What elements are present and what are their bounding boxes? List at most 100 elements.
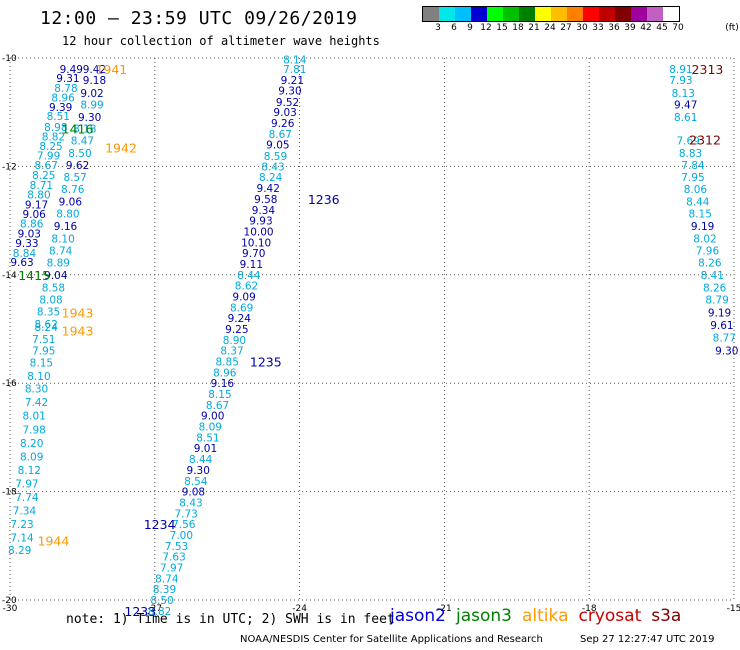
- swh-value: 8.57: [63, 172, 86, 184]
- swh-value: 9.16: [54, 221, 78, 233]
- scale-swatch: [599, 7, 615, 21]
- pass-time-label: 2313: [692, 62, 724, 77]
- scale-swatch: [519, 7, 535, 21]
- lon-tick-label: -15: [727, 604, 740, 614]
- swh-value: 8.43: [261, 161, 284, 173]
- lon-tick-label: -18: [582, 604, 597, 614]
- pass-time-label: 1941: [95, 62, 127, 77]
- swh-value: 9.63: [10, 257, 33, 269]
- swh-value: 8.76: [61, 184, 85, 196]
- scale-label: 21: [528, 23, 540, 33]
- pass-time-label: 1943: [62, 324, 94, 339]
- swh-value: 9.18: [83, 75, 106, 87]
- swh-value: 8.12: [18, 465, 41, 477]
- lon-tick-label: -27: [147, 604, 162, 614]
- swh-value: 7.97: [160, 562, 183, 574]
- lat-tick-label: -12: [2, 162, 17, 172]
- scale-swatch: [503, 7, 519, 21]
- swh-value: 9.58: [254, 194, 277, 206]
- swh-value: 9.03: [18, 229, 41, 241]
- swh-value: 8.96: [51, 93, 75, 105]
- swh-value: 9.06: [59, 197, 83, 209]
- scale-label: 30: [576, 23, 588, 33]
- swh-value: 9.08: [182, 487, 205, 499]
- lat-tick-label: -20: [2, 596, 17, 606]
- page-subtitle: 12 hour collection of altimeter wave hei…: [62, 34, 380, 48]
- swh-value: 8.39: [153, 584, 176, 596]
- swh-value: 7.74: [15, 492, 39, 504]
- swh-value: 7.84: [681, 160, 705, 172]
- swh-value: 10.10: [241, 237, 271, 249]
- lat-tick-label: -10: [2, 54, 17, 64]
- swh-value: 8.20: [20, 438, 43, 450]
- pass-time-label: 2312: [689, 132, 721, 147]
- scale-label: 24: [544, 23, 556, 33]
- scale-label: 42: [640, 23, 652, 33]
- swh-value: 8.89: [47, 257, 70, 269]
- swh-value: 9.30: [278, 86, 301, 98]
- swh-value: 8.25: [39, 141, 62, 153]
- swh-value: 8.80: [56, 209, 79, 221]
- swh-value: 7.96: [696, 245, 720, 257]
- legend-jason2: jason2: [390, 606, 446, 626]
- scale-label: 33: [592, 23, 604, 33]
- swh-value: 9.02: [80, 88, 103, 100]
- swh-value: 8.79: [705, 295, 728, 307]
- swh-value: 8.18: [73, 123, 96, 135]
- swh-value: 8.90: [223, 335, 246, 347]
- scale-swatch: [615, 7, 631, 21]
- scale-swatch: [647, 7, 663, 21]
- scale-label: 3: [435, 23, 441, 33]
- pass-time-label: 1416: [62, 121, 94, 136]
- lat-tick-label: -18: [2, 488, 17, 498]
- scale-label: 45: [656, 23, 668, 33]
- timestamp-text: Sep 27 12:27:47 UTC 2019: [580, 634, 715, 645]
- swh-value: 8.67: [206, 400, 229, 412]
- swh-value: 7.42: [25, 397, 48, 409]
- swh-value: 9.30: [78, 112, 101, 124]
- swh-value: 9.30: [715, 346, 738, 358]
- swh-value: 8.24: [35, 322, 59, 334]
- swh-value: 8.15: [689, 209, 712, 221]
- swh-value: 9.33: [15, 238, 38, 250]
- lon-tick-label: -30: [3, 604, 18, 614]
- swh-value: 7.73: [174, 508, 197, 520]
- swh-value: 9.19: [708, 308, 731, 320]
- swh-value: 8.62: [35, 319, 58, 331]
- swh-value: 8.91: [669, 64, 692, 76]
- scale-swatch: [455, 7, 471, 21]
- swh-value: 9.00: [201, 411, 224, 423]
- color-scale: [422, 6, 680, 22]
- pass-time-label: 1944: [38, 533, 70, 548]
- swh-value: 9.30: [187, 465, 210, 477]
- swh-value: 7.95: [32, 346, 55, 358]
- scale-label: 36: [608, 23, 620, 33]
- swh-value: 8.06: [684, 184, 708, 196]
- swh-value: 7.69: [676, 135, 699, 147]
- scale-swatch: [663, 7, 679, 21]
- scale-unit: (ft): [725, 23, 739, 33]
- swh-value: 7.34: [13, 506, 37, 518]
- swh-value: 8.85: [216, 357, 239, 369]
- scale-swatch: [567, 7, 583, 21]
- swh-value: 10.00: [244, 226, 274, 238]
- swh-value: 9.34: [252, 205, 276, 217]
- swh-value: 7.81: [283, 64, 306, 76]
- scale-label: 70: [672, 23, 684, 33]
- swh-value: 8.61: [674, 112, 697, 124]
- swh-value: 9.17: [25, 199, 48, 211]
- pass-time-label: 1415: [18, 268, 50, 283]
- swh-value: 8.96: [213, 367, 237, 379]
- swh-value: 7.95: [681, 172, 704, 184]
- swh-value: 8.44: [237, 270, 261, 282]
- swh-value: 8.82: [148, 606, 171, 618]
- swh-value: 9.49: [60, 64, 83, 76]
- swh-value: 8.58: [42, 282, 65, 294]
- legend-altika: altika: [522, 606, 569, 626]
- swh-value: 9.16: [211, 378, 235, 390]
- swh-value: 9.61: [710, 320, 733, 332]
- swh-value: 8.09: [199, 422, 222, 434]
- swh-value: 8.71: [30, 180, 53, 192]
- swh-value: 8.77: [713, 333, 736, 345]
- swh-value: 8.35: [37, 307, 60, 319]
